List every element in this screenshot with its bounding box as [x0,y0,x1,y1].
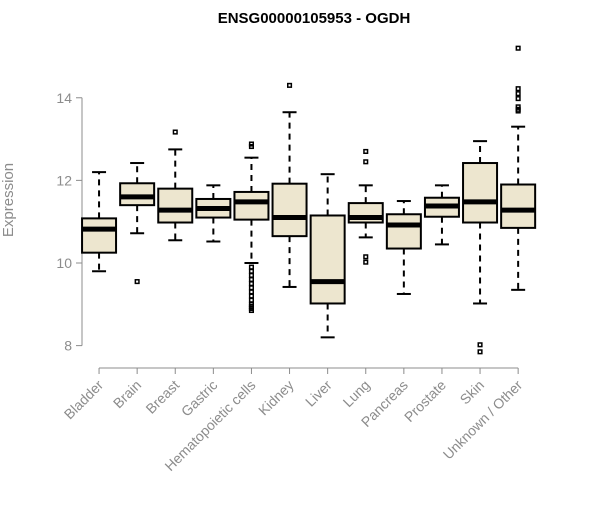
box-iqr [119,182,156,207]
box-iqr [157,187,194,224]
box-liver [309,173,346,339]
outlier-point [134,279,140,285]
box-iqr [462,162,499,224]
outlier-point [515,45,521,51]
box-iqr [309,214,346,305]
x-category-label: Breast [142,377,182,417]
box-pancreas [385,200,422,295]
outlier-point [363,159,369,165]
outlier-point [248,307,254,314]
box-iqr [500,183,537,229]
box-brain [119,162,156,285]
y-axis: 8 10 12 14 [56,90,83,354]
outlier-point [363,259,369,265]
box-breast [157,129,194,242]
box-iqr [81,217,118,254]
outlier-point [363,148,369,155]
x-category-label: Bladder [61,377,107,423]
outlier-point [515,91,521,97]
x-category-label: Prostate [401,377,449,425]
box-unknown-other [500,45,537,291]
box-skin [462,140,499,355]
box-iqr [271,182,308,238]
outlier-point [287,82,293,88]
y-tick-label: 8 [64,338,72,354]
outlier-point [248,276,254,283]
y-axis-label: Expression [0,163,17,237]
outlier-point [248,264,254,270]
x-category-label: Skin [457,377,488,408]
outlier-point [248,268,254,274]
chart-title: ENSG00000105953 - OGDH [218,10,411,27]
box-prostate [423,184,460,246]
box-lung [347,148,384,265]
outlier-point [515,96,521,102]
box-bladder [81,171,118,273]
boxes-group [81,45,537,355]
x-category-label: Brain [110,377,144,411]
outlier-point [477,342,483,348]
box-kidney [271,82,308,288]
x-category-label: Kidney [255,377,297,419]
outlier-point [477,349,483,355]
outlier-point [248,297,254,303]
x-category-label: Liver [302,377,335,410]
outlier-point [172,129,178,135]
outlier-point [248,141,254,147]
outlier-point [515,86,521,92]
outlier-point [363,254,369,260]
y-tick-label: 14 [56,90,72,106]
outlier-point [248,272,254,278]
y-tick-label: 10 [56,255,72,271]
box-gastric [195,184,232,243]
outlier-point [248,289,254,295]
outlier-point [248,281,254,287]
box-iqr [233,190,270,221]
y-tick-label: 12 [56,172,72,188]
outlier-point [515,108,521,114]
outlier-point [248,293,254,299]
x-category-label: Lung [340,377,373,410]
box-iqr [385,213,422,250]
box-hematopoietic-cells [233,141,270,314]
outlier-point [248,285,254,291]
